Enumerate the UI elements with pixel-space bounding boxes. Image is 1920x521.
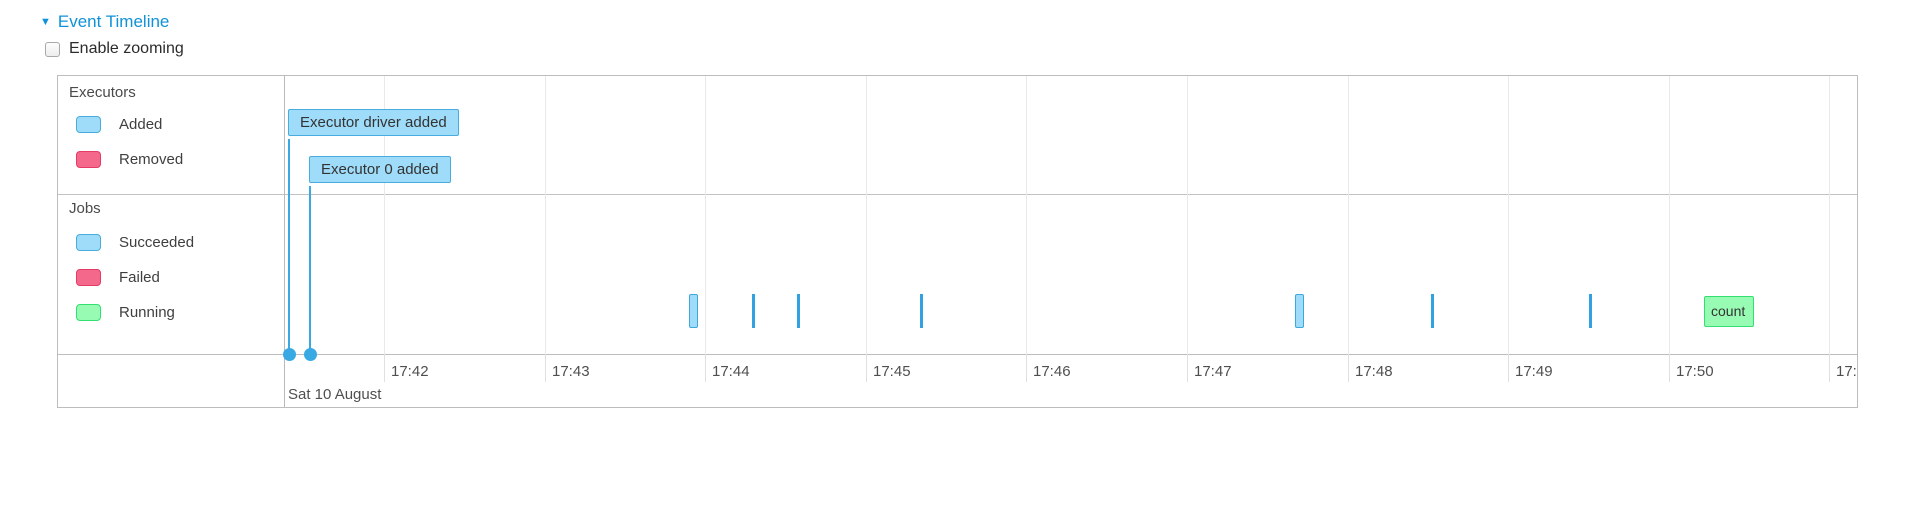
legend-label: Running xyxy=(119,304,175,321)
succeeded-job-item[interactable] xyxy=(920,294,923,328)
minute-gridline xyxy=(1187,76,1188,354)
succeeded-job-item[interactable] xyxy=(689,294,698,328)
minute-tick xyxy=(1348,354,1349,382)
minute-gridline xyxy=(705,76,706,354)
group-title-executors: Executors xyxy=(69,84,136,101)
minute-gridline xyxy=(384,76,385,354)
axis-tick-label: 17:48 xyxy=(1355,363,1393,380)
succeeded-job-item[interactable] xyxy=(1295,294,1304,328)
pink-swatch-icon xyxy=(76,269,101,286)
succeeded-job-item[interactable] xyxy=(1431,294,1434,328)
axis-tick-label: 17:51 xyxy=(1836,363,1857,380)
succeeded-job-item[interactable] xyxy=(1589,294,1592,328)
minute-gridline xyxy=(545,76,546,354)
minute-tick xyxy=(384,354,385,382)
blue-swatch-icon xyxy=(76,116,101,133)
enable-zooming-label: Enable zooming xyxy=(69,40,184,57)
axis-tick-label: 17:46 xyxy=(1033,363,1071,380)
axis-tick-label: 17:43 xyxy=(552,363,590,380)
legend-item-added: Added xyxy=(76,116,162,133)
executor-added-item[interactable]: Executor 0 added xyxy=(309,156,451,183)
legend-item-failed: Failed xyxy=(76,269,160,286)
executor-added-item[interactable]: Executor driver added xyxy=(288,109,459,136)
minute-tick xyxy=(705,354,706,382)
green-swatch-icon xyxy=(76,304,101,321)
minute-gridline xyxy=(1669,76,1670,354)
legend-item-succeeded: Succeeded xyxy=(76,234,194,251)
minute-tick xyxy=(545,354,546,382)
running-job-item[interactable]: count xyxy=(1704,296,1754,327)
minute-tick xyxy=(1187,354,1188,382)
minute-gridline xyxy=(1829,76,1830,354)
minute-tick xyxy=(1829,354,1830,382)
axis-tick-label: 17:44 xyxy=(712,363,750,380)
axis-tick-label: 17:50 xyxy=(1676,363,1714,380)
minute-tick xyxy=(1508,354,1509,382)
axis-line xyxy=(58,354,1857,355)
minute-gridline xyxy=(866,76,867,354)
event-timeline-toggle[interactable]: ▼ Event Timeline xyxy=(40,12,169,32)
legend-item-removed: Removed xyxy=(76,151,183,168)
blue-swatch-icon xyxy=(76,234,101,251)
lane-separator xyxy=(58,194,1857,195)
axis-tick-label: 17:45 xyxy=(873,363,911,380)
legend-label: Added xyxy=(119,116,163,133)
minute-tick xyxy=(1669,354,1670,382)
legend-label: Failed xyxy=(119,269,160,286)
minute-tick xyxy=(1026,354,1027,382)
timeline-panel: 17:42 17:43 17:44 17:45 17:46 17:47 17:48 17:49… xyxy=(57,75,1858,408)
enable-zooming-checkbox[interactable] xyxy=(45,41,60,57)
axis-tick-label: 17:47 xyxy=(1194,363,1232,380)
collapse-arrow-icon: ▼ xyxy=(40,15,51,28)
succeeded-job-item[interactable] xyxy=(752,294,755,328)
pink-swatch-icon xyxy=(76,151,101,168)
executor-item-dot xyxy=(304,348,317,361)
minute-tick xyxy=(866,354,867,382)
legend-label: Removed xyxy=(119,151,184,168)
axis-date-label: Sat 10 August xyxy=(288,386,382,403)
legend-item-running: Running xyxy=(76,304,175,321)
axis-tick-label: 17:42 xyxy=(391,363,429,380)
minute-gridline xyxy=(1348,76,1349,354)
group-title-jobs: Jobs xyxy=(69,200,101,217)
succeeded-job-item[interactable] xyxy=(797,294,800,328)
executor-item-dot xyxy=(283,348,296,361)
legend-column-divider xyxy=(284,76,285,407)
minute-gridline xyxy=(1026,76,1027,354)
legend-label: Succeeded xyxy=(119,234,195,251)
executor-item-stem xyxy=(309,186,311,354)
minute-gridline xyxy=(1508,76,1509,354)
page-title: Event Timeline xyxy=(57,12,170,31)
axis-tick-label: 17:49 xyxy=(1515,363,1553,380)
enable-zooming-control[interactable]: Enable zooming xyxy=(45,40,184,58)
executor-item-stem xyxy=(288,139,290,354)
